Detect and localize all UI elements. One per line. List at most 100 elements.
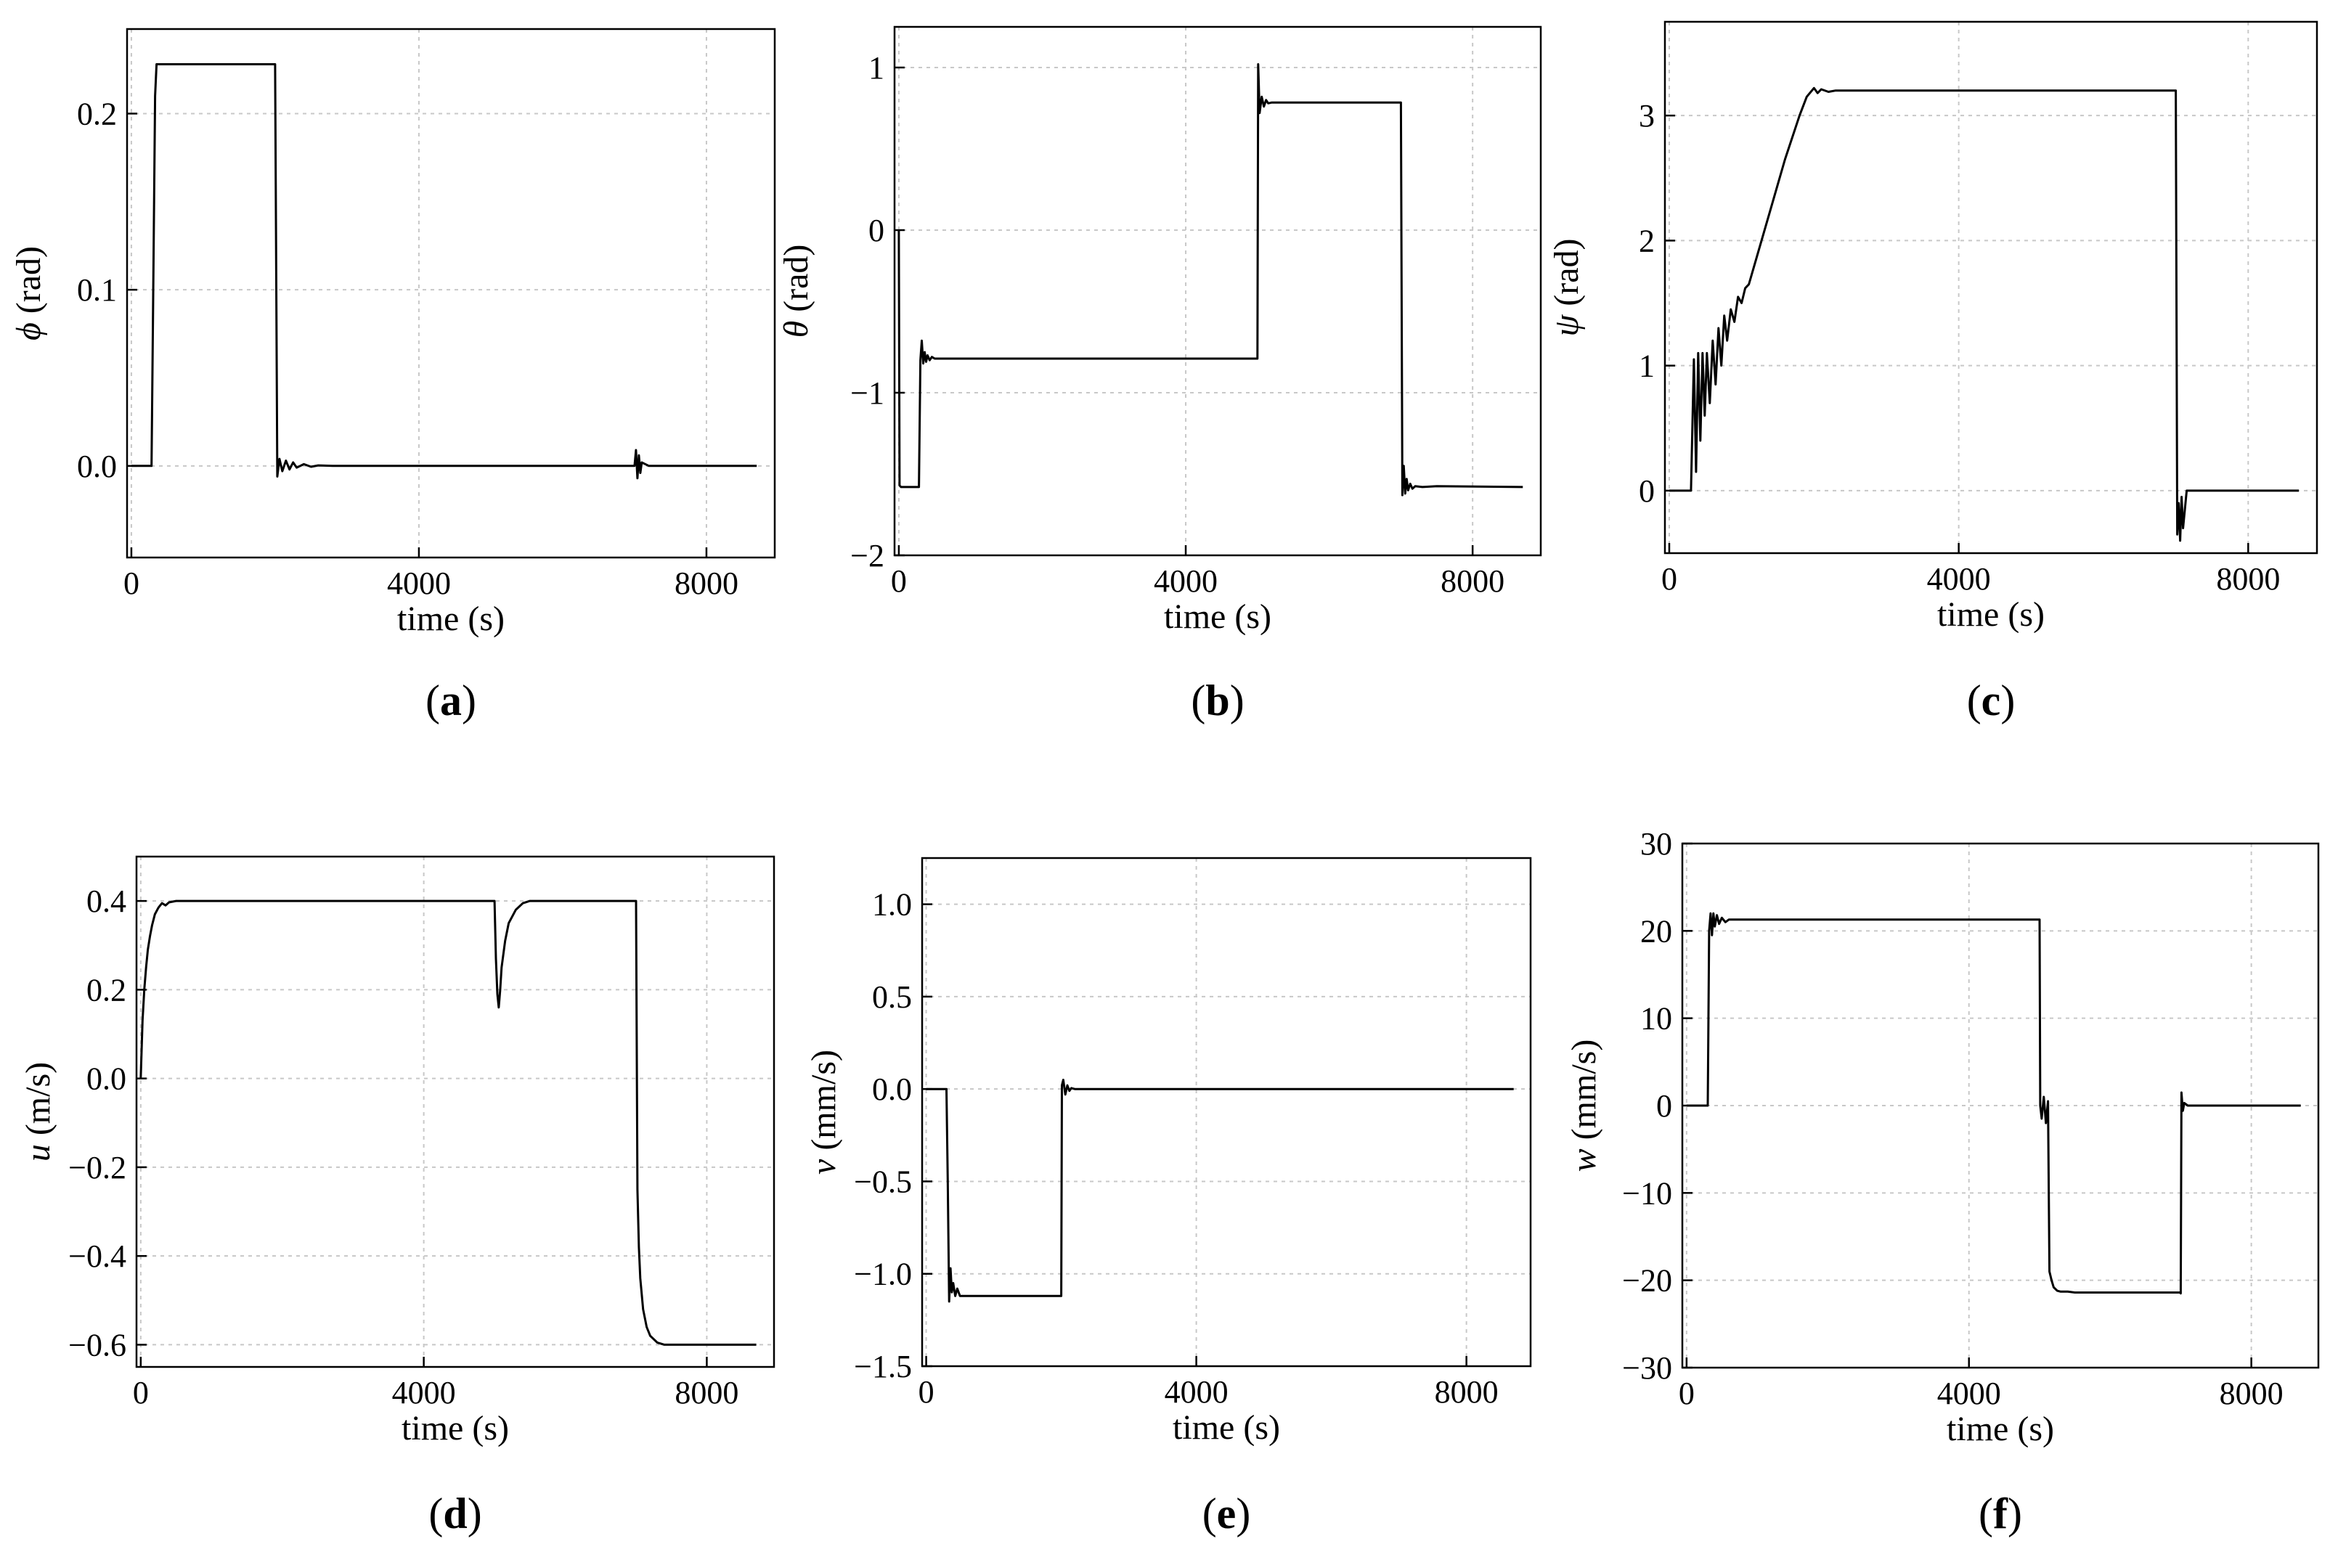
panel-d-plot-frame (135, 855, 775, 1368)
panel-c-plot-frame (1663, 20, 2318, 555)
panel-e-y-tick-label: −1.0 (854, 1257, 912, 1292)
panel-c-x-tick-label: 4000 (1927, 561, 1991, 597)
panel-f-caption-close: ) (2008, 1490, 2022, 1538)
panel-d-x-axis-label: time (s) (402, 1409, 509, 1447)
panel-b-caption-letter: b (1205, 677, 1229, 724)
panel-b-caption-close: ) (1230, 677, 1245, 724)
panel-a-y-tick-label: 0.0 (77, 449, 117, 484)
panel-e-x-tick-label: 4000 (1165, 1374, 1229, 1410)
panel-e: 0 4000 8000 −1.5 −1.0 −0.5 0.0 0.5 1.0 time (s) v … (805, 857, 1532, 1538)
panel-a-caption-close: ) (462, 677, 476, 724)
panel-d-x-tick-label: 0 (133, 1375, 149, 1410)
panel-f-x-axis-label: time (s) (1947, 1410, 2054, 1448)
panel-f-y-tick-label: −30 (1622, 1350, 1672, 1386)
panel-f-y-tick-label: −20 (1622, 1263, 1672, 1299)
panel-a-caption-open: ( (425, 677, 440, 724)
panel-d-y-axis-label: u (m/s) (19, 1062, 57, 1161)
panel-f-y-axis-label: w (mm/s) (1565, 1040, 1603, 1172)
panel-e-plot-frame (921, 857, 1532, 1368)
panel-e-caption-open: ( (1202, 1490, 1217, 1538)
panel-b-x-axis-label: time (s) (1164, 597, 1271, 636)
panel-e-y-tick-label: −0.5 (854, 1164, 912, 1199)
panel-c-y-axis-label: ψ (rad) (1547, 238, 1586, 336)
panel-b-y-tick-label: 1 (868, 50, 884, 86)
panel-f-y-axis-unit: (mm/s) (1565, 1040, 1603, 1149)
panel-f-y-axis-symbol: w (1565, 1148, 1603, 1172)
panel-a-caption-letter: a (440, 677, 462, 724)
panel-a-y-axis-label: ϕ (rad) (9, 246, 48, 340)
panel-d-y-tick-label: −0.2 (68, 1150, 126, 1185)
panel-e-caption: (e) (1202, 1490, 1251, 1538)
panel-c-caption: (c) (1967, 677, 2016, 724)
panel-b-series-line (897, 63, 1523, 497)
panel-a-x-tick-label: 0 (123, 565, 139, 601)
panel-c-caption-open: ( (1967, 677, 1981, 724)
panel-c-y-tick-label: 0 (1639, 473, 1655, 509)
panel-d-caption-close: ) (468, 1490, 482, 1538)
panel-c-caption-letter: c (1981, 677, 2001, 724)
panel-f-y-tick-label: 20 (1640, 913, 1672, 949)
panel-f-y-tick-label: −10 (1622, 1175, 1672, 1211)
panel-e-x-tick-label: 0 (918, 1374, 934, 1410)
panel-a-y-axis-symbol: ϕ (9, 322, 48, 340)
panel-a-y-axis-unit: (rad) (9, 246, 48, 322)
panel-b-y-axis-symbol: θ (777, 321, 815, 338)
panel-e-y-tick-label: 0.0 (872, 1071, 912, 1107)
panel-f-x-tick-label: 4000 (1937, 1376, 2001, 1411)
panel-d-caption-letter: d (443, 1490, 467, 1538)
panel-a: 0 4000 8000 0.0 0.1 0.2 time (s) ϕ (rad) (a) (9, 28, 776, 724)
panel-d-y-tick-label: 0.2 (86, 972, 126, 1008)
panel-c-x-axis-label: time (s) (1937, 595, 2045, 634)
panel-f-x-tick-label: 8000 (2220, 1376, 2284, 1411)
panel-d-caption: (d) (428, 1490, 481, 1538)
panel-e-series-line (926, 1079, 1514, 1303)
panel-d-y-axis-symbol: u (19, 1144, 57, 1161)
panel-d-x-tick-label: 8000 (675, 1375, 738, 1410)
panel-f: 0 4000 8000 −30 −20 −10 0 10 20 30 time (s) w (mm/s… (1565, 826, 2320, 1538)
panel-b-y-tick-label: 0 (868, 213, 884, 248)
panel-c-y-tick-label: 1 (1639, 348, 1655, 384)
panel-b-caption: (b) (1191, 677, 1244, 724)
panel-b-y-tick-label: −2 (850, 538, 884, 573)
panel-b-x-tick-label: 4000 (1154, 563, 1218, 599)
panel-a-x-tick-label: 8000 (675, 565, 738, 601)
panel-e-caption-close: ) (1236, 1490, 1250, 1538)
panel-e-y-tick-label: 1.0 (872, 887, 912, 923)
panel-f-caption: (f) (1979, 1490, 2022, 1538)
panel-e-y-axis-symbol: v (805, 1159, 843, 1175)
panel-e-x-tick-label: 8000 (1435, 1374, 1499, 1410)
panel-e-y-axis-unit: (mm/s) (805, 1050, 843, 1159)
panel-b-y-tick-label: −1 (850, 375, 884, 411)
panel-a-y-tick-label: 0.2 (77, 96, 117, 131)
panel-e-y-tick-label: 0.5 (872, 979, 912, 1015)
panel-f-x-tick-label: 0 (1679, 1376, 1695, 1411)
panel-f-y-tick-label: 0 (1656, 1088, 1672, 1124)
panel-c-y-tick-label: 3 (1639, 98, 1655, 134)
panel-f-caption-letter: f (1993, 1490, 2008, 1538)
panel-c-y-axis-symbol: ψ (1547, 314, 1586, 337)
panel-d: 0 4000 8000 −0.6 −0.4 −0.2 0.0 0.2 0.4 time (s) u … (19, 855, 775, 1538)
panel-d-x-tick-label: 4000 (392, 1375, 456, 1410)
panel-a-y-tick-label: 0.1 (77, 272, 117, 308)
panel-f-y-tick-label: 10 (1640, 1001, 1672, 1037)
panel-d-y-tick-label: −0.4 (68, 1238, 126, 1274)
panel-c-y-axis-unit: (rad) (1547, 238, 1586, 314)
panel-b-x-tick-label: 8000 (1441, 563, 1504, 599)
panel-d-y-tick-label: 0.0 (86, 1061, 126, 1097)
panel-d-y-tick-label: 0.4 (86, 883, 126, 919)
panel-b: 0 4000 8000 −2 −1 0 1 time (s) θ (rad) (b) (777, 25, 1542, 724)
panel-b-plot-frame (893, 25, 1542, 557)
panel-f-caption-open: ( (1979, 1490, 1993, 1538)
panel-b-caption-open: ( (1191, 677, 1205, 724)
panel-b-y-axis-unit: (rad) (777, 245, 815, 321)
panel-e-x-axis-label: time (s) (1173, 1408, 1280, 1447)
panel-a-plot-frame (126, 28, 776, 559)
panel-e-y-axis-label: v (mm/s) (805, 1050, 843, 1175)
panel-c-caption-close: ) (2000, 677, 2015, 724)
panel-f-series-line (1686, 912, 2301, 1295)
panel-a-series-line (131, 63, 757, 480)
panel-e-y-tick-label: −1.5 (854, 1349, 912, 1384)
panel-e-caption-letter: e (1217, 1490, 1237, 1538)
